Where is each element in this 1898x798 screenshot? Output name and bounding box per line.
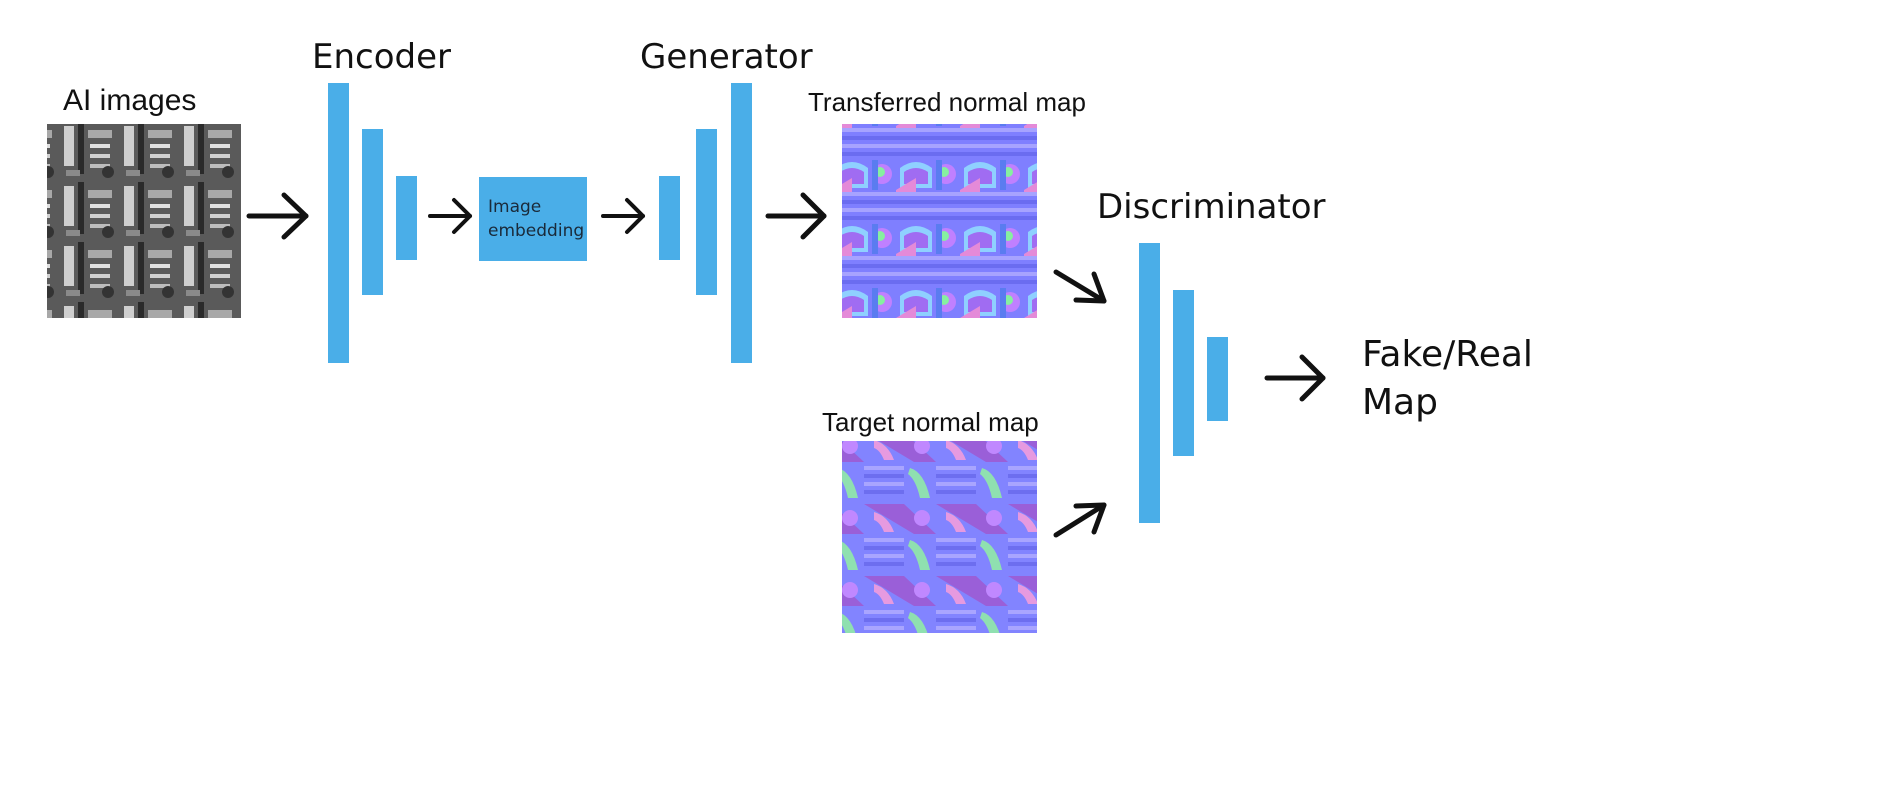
discriminator-layer-3: [1207, 337, 1228, 421]
output-label-1: Fake/Real: [1362, 334, 1533, 375]
transferred-normal-map-label: Transferred normal map: [808, 87, 1086, 117]
ai-images-label: AI images: [63, 84, 196, 117]
discriminator-layer-2: [1173, 290, 1194, 456]
arrow-icon: [246, 192, 309, 240]
discriminator-label: Discriminator: [1097, 187, 1326, 227]
arrow-icon: [601, 198, 645, 234]
image-embedding-label-2: embedding: [488, 221, 584, 241]
discriminator-layer-1: [1139, 243, 1160, 523]
arrow-icon: [1053, 269, 1107, 304]
generator-block: [659, 83, 752, 363]
target-normal-map-label: Target normal map: [822, 407, 1039, 437]
generator-label: Generator: [640, 37, 813, 77]
target-normal-map-image: [842, 441, 1037, 633]
ai-image-thumbnail: [47, 124, 241, 318]
arrow-icon: [1264, 354, 1326, 402]
encoder-layer-2: [362, 129, 383, 295]
encoder-layer-3: [396, 176, 417, 260]
image-embedding-label-1: Image: [488, 197, 541, 217]
arrow-icon: [765, 192, 827, 240]
encoder-block: [328, 83, 417, 363]
discriminator-block: [1139, 243, 1228, 523]
arrow-icon: [1053, 502, 1107, 538]
image-embedding-box: [479, 177, 587, 261]
transferred-normal-map-image: [842, 124, 1037, 318]
generator-layer-2: [696, 129, 717, 295]
generator-layer-1: [659, 176, 680, 260]
encoder-layer-1: [328, 83, 349, 363]
generator-layer-3: [731, 83, 752, 363]
arrow-icon: [428, 198, 472, 234]
output-label-2: Map: [1362, 382, 1438, 423]
encoder-label: Encoder: [312, 37, 451, 77]
